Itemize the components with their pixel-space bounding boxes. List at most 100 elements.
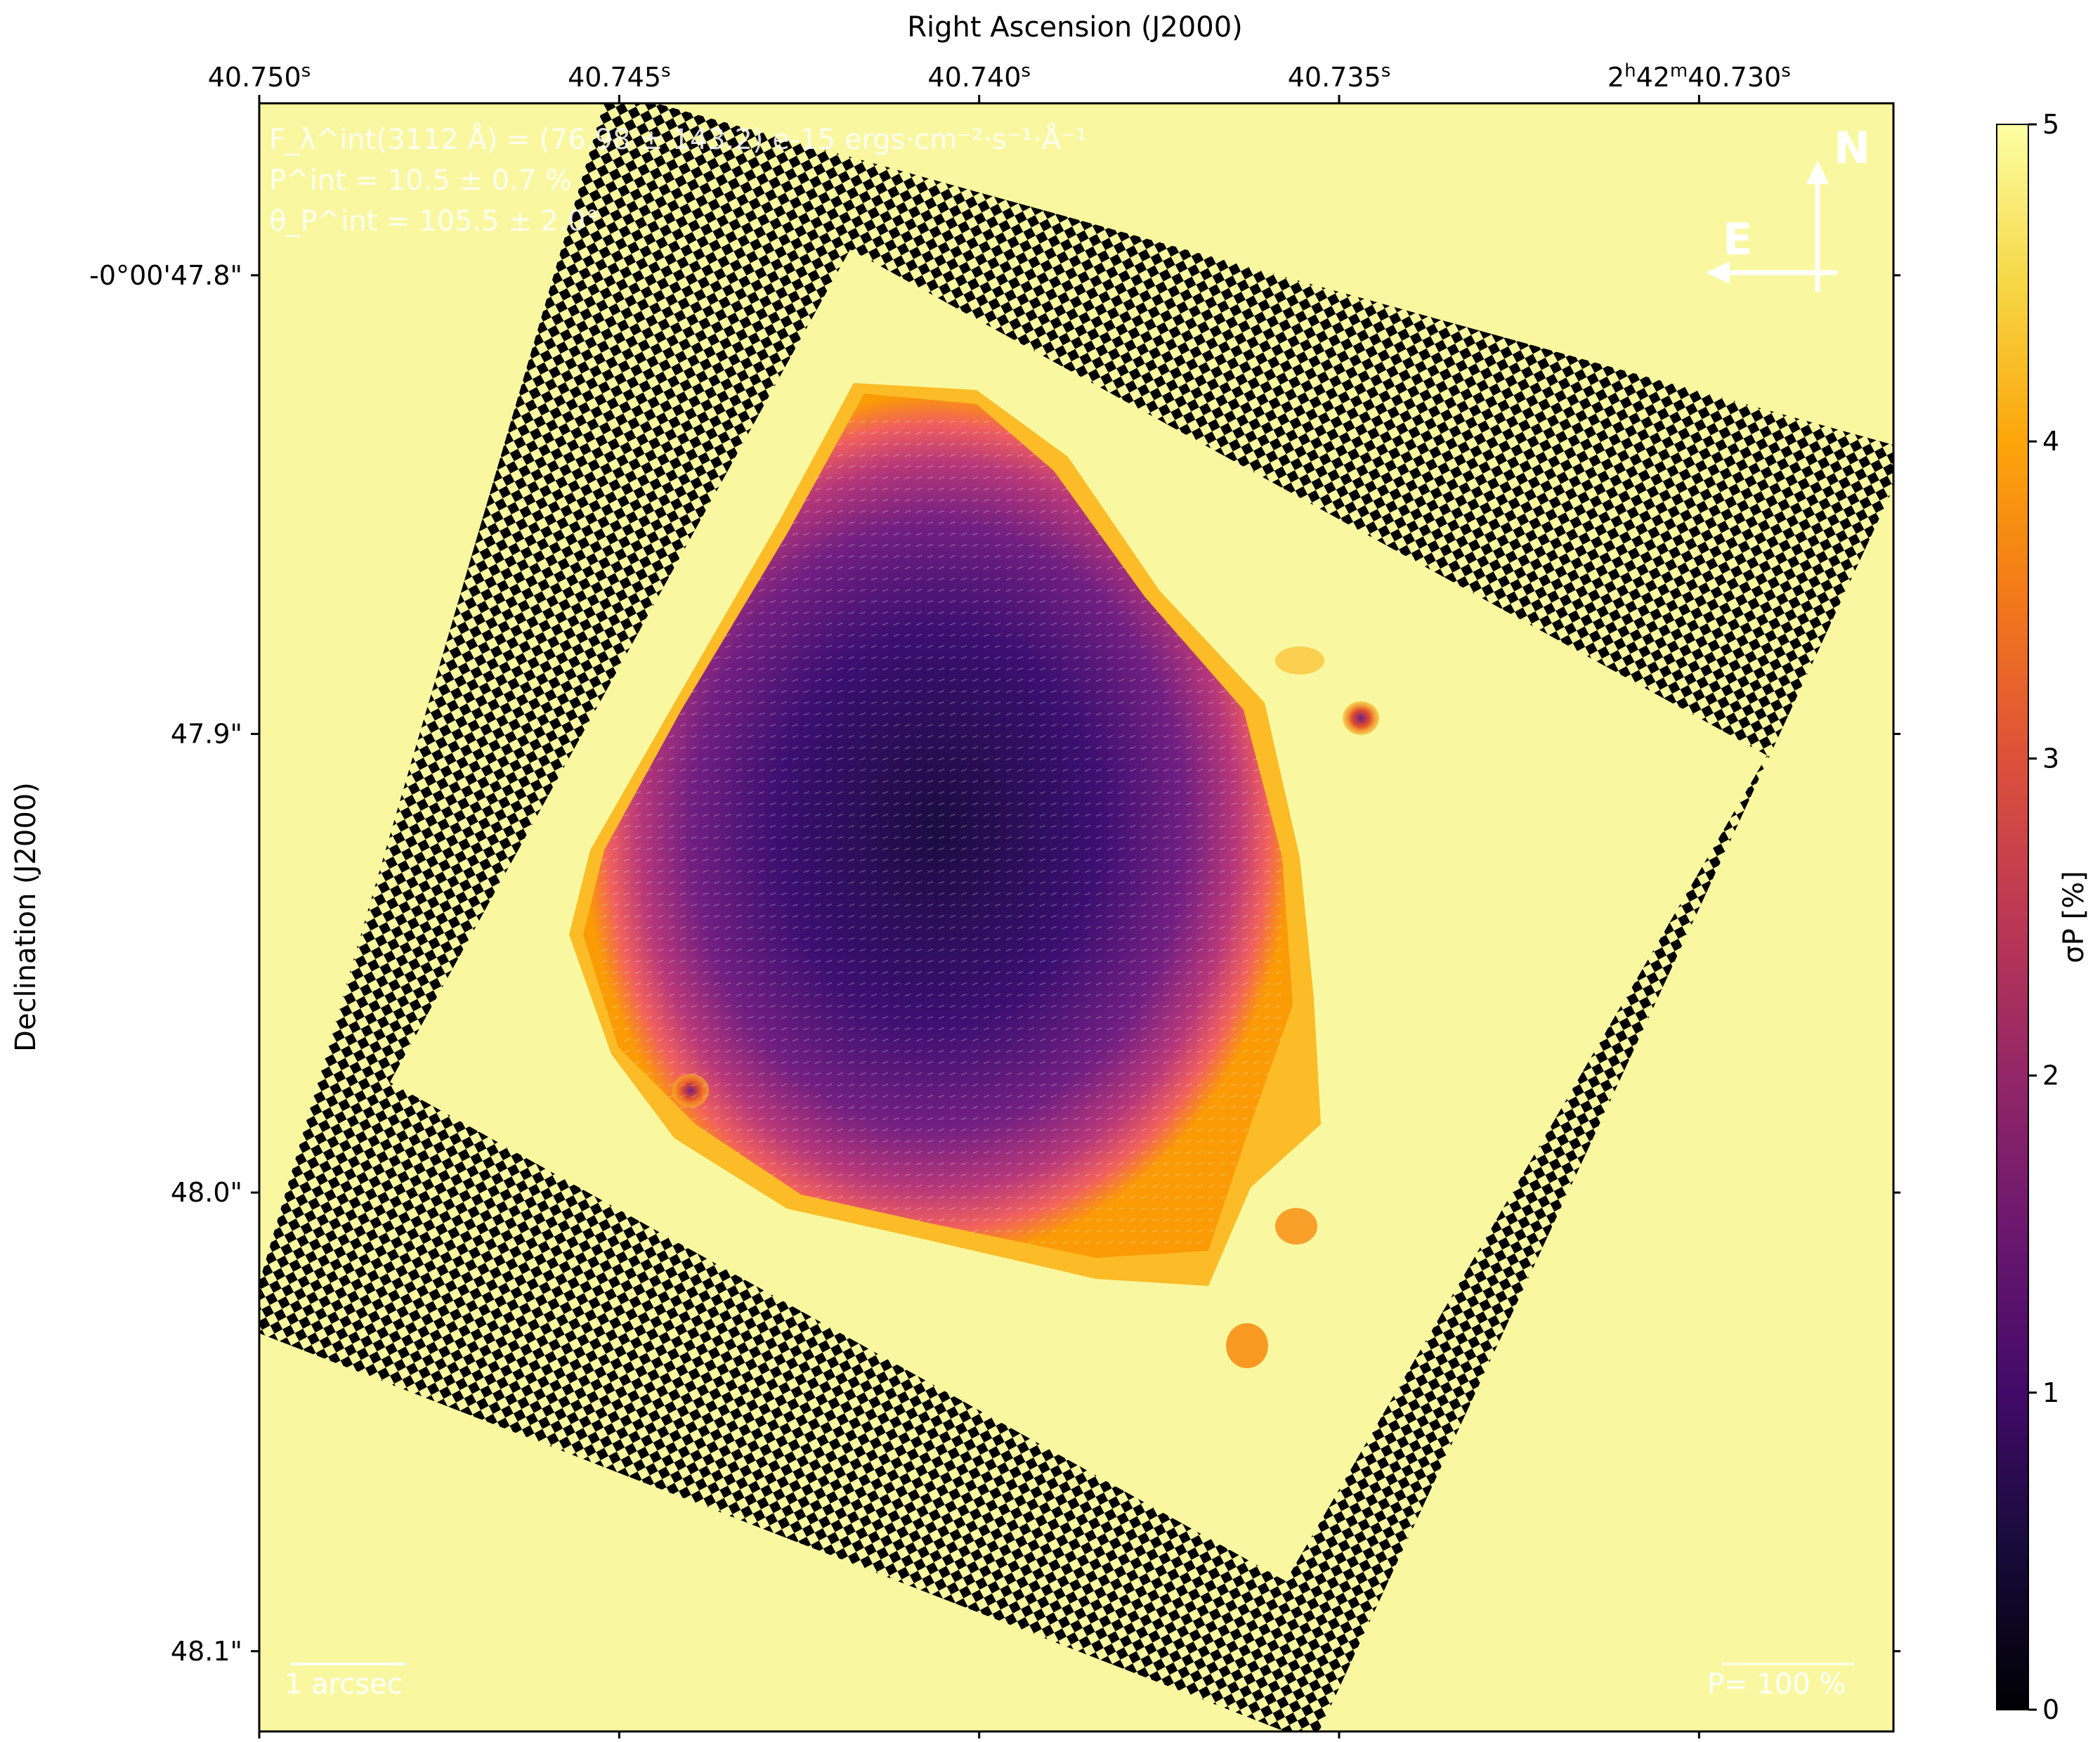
- polarization-vector: [994, 431, 1001, 435]
- polarization-vector: [1208, 1060, 1215, 1065]
- plot-frame: [258, 102, 1895, 1733]
- polarization-vector: [1107, 869, 1114, 873]
- polarization-vector: [713, 701, 720, 705]
- polarization-vector: [882, 734, 889, 739]
- polarization-vector: [882, 1150, 889, 1155]
- polarization-vector: [1185, 701, 1192, 705]
- polarization-vector: [983, 1207, 990, 1211]
- polarization-vector: [747, 689, 754, 694]
- polarization-vector: [915, 723, 922, 727]
- polarization-vector: [972, 836, 979, 840]
- polarization-vector: [893, 453, 900, 457]
- polarization-vector: [960, 836, 967, 840]
- polarization-vector: [1208, 1150, 1215, 1155]
- polarization-vector: [792, 734, 799, 739]
- polarization-vector: [915, 1049, 922, 1053]
- polarization-vector: [915, 1173, 922, 1177]
- polarization-vector: [837, 442, 844, 446]
- polarization-vector: [1152, 1240, 1159, 1244]
- polarization-vector: [1174, 746, 1181, 750]
- polarization-vector: [1050, 847, 1057, 851]
- polarization-vector: [893, 993, 900, 997]
- polarization-vector: [904, 644, 911, 649]
- polarization-vector: [915, 588, 922, 592]
- polarization-vector: [1129, 1240, 1136, 1244]
- polarization-vector: [1005, 1004, 1012, 1008]
- polarization-vector: [1185, 734, 1192, 739]
- polarization-vector: [870, 521, 878, 525]
- polarization-vector: [803, 1049, 810, 1053]
- polarization-vector: [758, 768, 765, 772]
- polarization-vector: [1174, 802, 1181, 806]
- polarization-vector: [1107, 993, 1114, 997]
- polarization-vector: [1129, 1139, 1136, 1143]
- polarization-vector: [1196, 1049, 1204, 1053]
- polarization-vector: [1039, 667, 1046, 671]
- polarization-vector: [1050, 903, 1057, 907]
- polarization-vector: [1017, 1184, 1024, 1188]
- polarization-vector: [781, 554, 788, 559]
- polarization-vector: [792, 1038, 799, 1042]
- polarization-vector: [837, 644, 844, 649]
- polarization-vector: [972, 521, 979, 525]
- polarization-vector: [1208, 970, 1215, 975]
- polarization-vector: [634, 802, 641, 806]
- polarization-vector: [870, 1173, 878, 1177]
- polarization-vector: [859, 611, 866, 615]
- polarization-vector: [848, 442, 855, 446]
- polarization-vector: [1073, 813, 1080, 817]
- polarization-vector: [837, 1015, 844, 1020]
- polarization-vector: [1118, 622, 1125, 626]
- polarization-vector: [1005, 1105, 1012, 1110]
- polarization-vector: [736, 1150, 743, 1155]
- polarization-vector: [1005, 982, 1012, 986]
- polarization-vector: [1129, 734, 1136, 739]
- polarization-vector: [1140, 1027, 1147, 1031]
- polarization-vector: [882, 1207, 889, 1211]
- polarization-vector: [1039, 869, 1046, 873]
- polarization-vector: [1028, 836, 1035, 840]
- polarization-vector: [983, 993, 990, 997]
- polarization-vector: [724, 1049, 731, 1053]
- polarization-vector: [781, 678, 788, 682]
- polarization-vector: [972, 1229, 979, 1233]
- polarization-vector: [1073, 656, 1080, 660]
- polarization-vector: [758, 948, 765, 952]
- polarization-vector: [826, 1015, 833, 1020]
- polarization-vector: [938, 1128, 945, 1132]
- polarization-vector: [893, 802, 900, 806]
- polarization-vector: [623, 903, 630, 907]
- polarization-vector: [1039, 779, 1046, 784]
- polarization-vector: [994, 453, 1001, 457]
- polarization-vector: [826, 1184, 833, 1188]
- polarization-vector: [803, 701, 810, 705]
- polarization-vector: [1095, 543, 1102, 547]
- polarization-vector: [1050, 543, 1057, 547]
- polarization-vector: [1118, 656, 1125, 660]
- polarization-vector: [938, 746, 945, 750]
- polarization-vector: [1050, 577, 1057, 581]
- polarization-vector: [870, 970, 878, 975]
- polarization-vector: [1017, 1207, 1024, 1211]
- polarization-vector: [702, 1117, 709, 1121]
- source-emission: [569, 383, 1379, 1368]
- polarization-vector: [1062, 847, 1069, 851]
- polarization-vector: [1208, 925, 1215, 930]
- polarization-vector: [691, 802, 698, 806]
- polarization-vector: [1152, 701, 1159, 705]
- polarization-vector: [882, 509, 889, 514]
- polarization-vector: [781, 723, 788, 727]
- polarization-vector: [1062, 543, 1069, 547]
- polarization-vector: [848, 746, 855, 750]
- polarization-vector: [960, 892, 967, 896]
- polarization-vector: [1208, 1027, 1215, 1031]
- polarization-vector: [870, 689, 878, 694]
- polarization-vector: [1185, 667, 1192, 671]
- polarization-vector: [1028, 611, 1035, 615]
- polarization-vector: [1039, 1105, 1046, 1110]
- polarization-vector: [882, 1094, 889, 1098]
- polarization-vector: [1241, 824, 1248, 828]
- polarization-vector: [1208, 1083, 1215, 1087]
- polarization-vector: [1275, 959, 1282, 963]
- polarization-vector: [949, 1207, 956, 1211]
